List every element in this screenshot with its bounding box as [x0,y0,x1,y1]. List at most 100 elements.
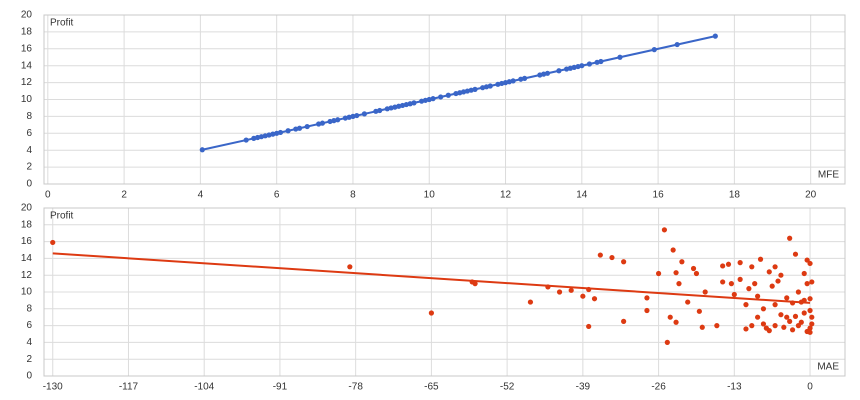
x-tick-label: 4 [198,190,204,201]
point [609,254,615,261]
point [743,302,749,308]
point [795,323,801,329]
point [347,264,353,270]
point [664,339,670,345]
y-tick-label: 20 [21,10,33,21]
y-tick-label: 12 [21,270,33,281]
point [792,313,799,319]
point [527,299,534,305]
x-tick-label: 12 [500,190,512,201]
point [807,296,813,302]
y-tick-label: 4 [26,337,32,348]
point [809,279,815,285]
y-tick-label: 8 [26,111,32,122]
point [766,269,772,275]
point [731,291,737,298]
point [644,307,650,314]
point [775,278,781,284]
x-tick-label: 2 [121,190,127,201]
point [801,310,807,316]
point [784,314,790,320]
x-tick-label: -78 [348,382,363,393]
y-tick-label: 2 [26,354,32,365]
point [772,323,778,329]
y-tick-label: 2 [26,162,32,173]
y-tick-label: 10 [21,287,33,298]
point [597,252,603,258]
point [673,319,679,325]
x-tick-label: -91 [273,382,288,393]
point [760,306,767,312]
point [661,227,668,233]
point [807,325,813,331]
point [746,286,752,292]
point [787,318,793,324]
x-tick-label: 10 [424,190,436,201]
x-tick-label: 16 [653,190,665,201]
point [789,327,796,333]
x-tick-label: 0 [807,382,813,393]
point [685,299,691,305]
x-tick-label: -130 [43,382,63,393]
y-tick-label: 14 [21,60,33,71]
x-tick-label: 14 [576,190,588,201]
point [809,321,815,327]
point [749,323,755,329]
point [784,295,790,301]
y-axis-label: Profit [50,211,74,222]
point [778,312,784,318]
trend-line [52,252,811,304]
y-tick-label: 6 [26,128,32,139]
x-axis-label: MFE [818,170,839,181]
x-tick-label: 0 [45,190,51,201]
point [655,270,662,277]
point [679,259,685,265]
point [743,326,749,332]
y-tick-label: 16 [21,43,33,54]
y-tick-label: 18 [21,219,33,230]
point [752,281,758,287]
y-tick-label: 10 [21,94,33,105]
plot-frame [43,207,846,377]
x-tick-label: -13 [727,382,742,393]
point [804,257,810,263]
x-tick-label: -52 [500,382,515,393]
point [807,329,813,335]
point [580,293,586,299]
point [591,296,598,302]
point [621,259,627,265]
x-tick-label: -104 [194,382,214,393]
y-tick-label: 4 [26,145,32,156]
point [804,281,810,287]
point [755,314,761,320]
point [778,272,784,278]
x-tick-label: 18 [729,190,741,201]
point [787,235,793,241]
point [757,256,764,262]
point [676,281,682,287]
point [795,289,801,295]
x-tick-label: -39 [576,382,591,393]
point [769,283,775,289]
trend-line [202,35,716,151]
y-axis-label: Profit [50,18,74,29]
point [586,323,592,330]
x-axis-label: MAE [817,362,839,373]
point [781,324,787,330]
point [737,276,743,282]
y-tick-label: 16 [21,236,33,247]
point [737,260,743,266]
point [772,264,778,270]
plot-frame [43,14,846,185]
point [472,281,478,287]
point [728,281,735,287]
point [720,263,726,269]
point [699,324,705,330]
point [766,328,772,334]
y-tick-label: 6 [26,320,32,331]
point [50,239,56,246]
x-tick-label: 20 [805,190,817,201]
y-tick-label: 0 [26,371,32,382]
point [809,314,815,320]
